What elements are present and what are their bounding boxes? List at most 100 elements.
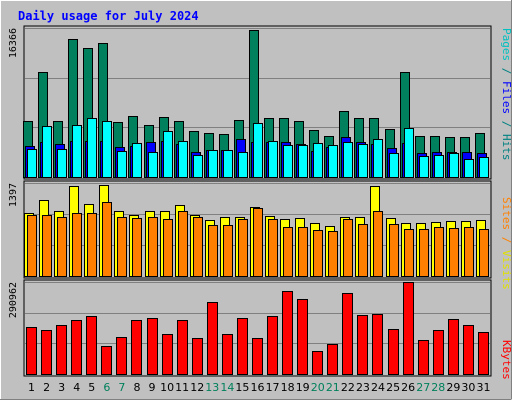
- day-label: 27: [416, 381, 430, 394]
- bar-kbytes-day-27: [418, 340, 429, 375]
- bar-sites-day-26: [404, 229, 414, 277]
- bar-sites-day-24: [373, 211, 383, 277]
- bar-kbytes-day-5: [86, 316, 97, 375]
- day-label: 13: [205, 381, 219, 394]
- day-label: 12: [190, 381, 204, 394]
- day-label: 31: [476, 381, 490, 394]
- bar-sites-day-27: [419, 229, 429, 277]
- bar-sites-day-3: [57, 217, 67, 277]
- bar-sites-day-21: [328, 231, 338, 277]
- bar-sites-day-7: [117, 217, 127, 277]
- side-label-part: /: [500, 230, 512, 250]
- day-label: 30: [461, 381, 475, 394]
- day-label: 24: [371, 381, 385, 394]
- bar-kbytes-day-21: [327, 344, 338, 375]
- bar-sites-day-2: [42, 215, 52, 277]
- bar-pages-day-3: [57, 149, 67, 178]
- bar-kbytes-day-8: [131, 320, 142, 375]
- bar-kbytes-day-23: [357, 315, 368, 375]
- bar-kbytes-day-22: [342, 293, 353, 375]
- bar-sites-day-16: [253, 208, 263, 277]
- side-labels: Pages / Files / Hits Sites / Visits KBytes: [500, 28, 512, 380]
- bar-sites-day-1: [27, 215, 37, 277]
- series-pages: [27, 118, 489, 178]
- day-label: 26: [401, 381, 415, 394]
- side-label-part: KBytes: [500, 340, 512, 380]
- side-label-middle: Sites / Visits: [500, 197, 512, 290]
- bar-pages-day-24: [373, 139, 383, 178]
- bar-kbytes-day-20: [312, 351, 323, 375]
- day-label: 7: [118, 381, 125, 394]
- bar-pages-day-2: [42, 126, 52, 178]
- day-label: 21: [326, 381, 340, 394]
- bar-pages-day-20: [313, 143, 323, 178]
- bar-pages-day-7: [117, 151, 127, 178]
- day-label: 22: [341, 381, 355, 394]
- bar-sites-day-18: [283, 227, 293, 277]
- day-label: 17: [266, 381, 280, 394]
- day-label: 9: [149, 381, 156, 394]
- bar-sites-day-25: [389, 224, 399, 277]
- bar-kbytes-day-28: [433, 330, 444, 375]
- day-labels: 1 2 3 4 5 6 7 8 9 10 11 12 13 14 15 16 17 18 19 20 21 22 23 24 2…: [28, 381, 490, 394]
- day-label: 19: [296, 381, 310, 394]
- bar-pages-day-6: [102, 121, 112, 178]
- bar-sites-day-20: [313, 230, 323, 277]
- bar-pages-day-4: [72, 125, 82, 178]
- bar-pages-day-19: [298, 145, 308, 178]
- bar-kbytes-day-25: [388, 329, 399, 375]
- bar-sites-day-28: [434, 227, 444, 277]
- bar-sites-day-17: [268, 219, 278, 277]
- panel-visits: 1397: [8, 180, 492, 279]
- bar-sites-day-19: [298, 227, 308, 277]
- bar-kbytes-day-17: [267, 316, 278, 375]
- day-label: 6: [103, 381, 110, 394]
- day-label: 1: [28, 381, 35, 394]
- bar-kbytes-day-13: [207, 302, 218, 375]
- side-label-part: Visits: [500, 250, 512, 290]
- bar-pages-day-14: [223, 150, 233, 178]
- bar-pages-day-28: [434, 155, 444, 178]
- bar-pages-day-18: [283, 145, 293, 178]
- bar-kbytes-day-18: [282, 291, 293, 375]
- bar-pages-day-8: [132, 143, 142, 178]
- day-label: 18: [281, 381, 295, 394]
- bar-pages-day-10: [163, 131, 173, 178]
- day-label: 15: [235, 381, 249, 394]
- bar-sites-day-23: [358, 224, 368, 277]
- bar-kbytes-day-26: [403, 282, 414, 375]
- bar-sites-day-30: [464, 227, 474, 277]
- bar-pages-day-11: [178, 141, 188, 178]
- bar-kbytes-day-16: [252, 338, 263, 375]
- bar-pages-day-13: [208, 150, 218, 178]
- day-label: 20: [311, 381, 325, 394]
- bar-pages-day-30: [464, 159, 474, 178]
- bar-pages-day-12: [193, 155, 203, 178]
- bar-sites-day-22: [343, 219, 353, 277]
- bar-sites-day-12: [193, 217, 203, 277]
- bar-pages-day-17: [268, 141, 278, 178]
- day-label: 5: [88, 381, 95, 394]
- bar-kbytes-day-10: [162, 334, 173, 375]
- bar-pages-day-15: [238, 152, 248, 178]
- bar-kbytes-day-29: [448, 319, 459, 375]
- day-label: 23: [356, 381, 370, 394]
- side-label-part: /: [500, 114, 512, 134]
- bar-sites-day-13: [208, 225, 218, 277]
- bar-kbytes-day-11: [177, 320, 188, 375]
- bar-pages-day-25: [389, 153, 399, 178]
- bar-kbytes-day-1: [26, 327, 37, 375]
- day-label: 16: [251, 381, 265, 394]
- bar-sites-day-6: [102, 202, 112, 277]
- bar-pages-day-16: [253, 123, 263, 178]
- bar-kbytes-day-2: [41, 330, 52, 375]
- series-sites: [27, 202, 489, 277]
- bar-pages-day-9: [148, 152, 158, 178]
- bar-sites-day-5: [87, 213, 97, 277]
- bar-kbytes-day-3: [56, 325, 67, 375]
- y-max-label: 16366: [8, 28, 19, 58]
- bar-sites-day-9: [148, 217, 158, 277]
- bar-kbytes-day-12: [192, 338, 203, 375]
- bar-pages-day-23: [358, 144, 368, 178]
